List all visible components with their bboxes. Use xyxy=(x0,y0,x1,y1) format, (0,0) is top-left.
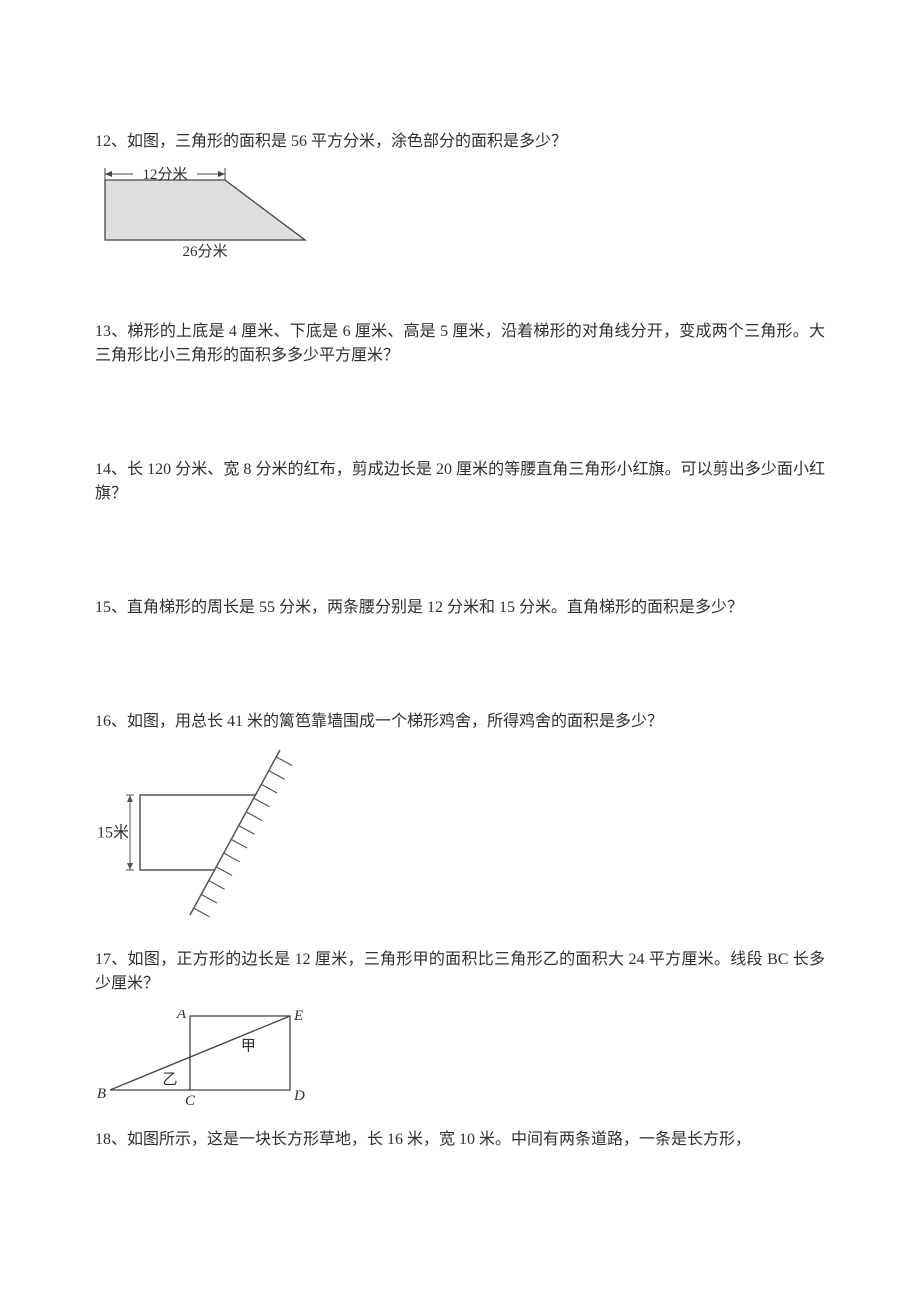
spacer xyxy=(95,300,825,320)
problem-16-text: 16、如图，用总长 41 米的篱笆靠墙围成一个梯形鸡舍，所得鸡舍的面积是多少？ xyxy=(95,710,825,734)
svg-text:B: B xyxy=(97,1086,106,1102)
problem-13-text: 13、梯形的上底是 4 厘米、下底是 6 厘米、高是 5 厘米，沿着梯形的对角线… xyxy=(95,320,825,368)
svg-text:26分米: 26分米 xyxy=(182,243,227,260)
problem-16-figure: 15米 xyxy=(95,740,825,930)
svg-text:A: A xyxy=(176,1010,187,1022)
coop-figure: 15米 xyxy=(95,740,295,930)
square-triangle-figure: A E D C B 甲乙 xyxy=(95,1010,305,1110)
spacer xyxy=(95,546,825,596)
problem-13: 13、梯形的上底是 4 厘米、下底是 6 厘米、高是 5 厘米，沿着梯形的对角线… xyxy=(95,320,825,368)
svg-text:乙: 乙 xyxy=(162,1072,177,1088)
svg-text:D: D xyxy=(293,1088,305,1104)
problem-14-text: 14、长 120 分米、宽 8 分米的红布，剪成边长是 20 厘米的等腰直角三角… xyxy=(95,458,825,506)
svg-text:C: C xyxy=(185,1093,196,1109)
problem-17: 17、如图，正方形的边长是 12 厘米，三角形甲的面积比三角形乙的面积大 24 … xyxy=(95,948,825,1110)
problem-18: 18、如图所示，这是一块长方形草地，长 16 米，宽 10 米。中间有两条道路，… xyxy=(95,1128,825,1152)
svg-text:12分米: 12分米 xyxy=(142,166,187,183)
svg-text:甲: 甲 xyxy=(241,1039,256,1055)
problem-17-text: 17、如图，正方形的边长是 12 厘米，三角形甲的面积比三角形乙的面积大 24 … xyxy=(95,948,825,996)
problem-14: 14、长 120 分米、宽 8 分米的红布，剪成边长是 20 厘米的等腰直角三角… xyxy=(95,458,825,506)
problem-16: 16、如图，用总长 41 米的篱笆靠墙围成一个梯形鸡舍，所得鸡舍的面积是多少？ … xyxy=(95,710,825,930)
svg-text:E: E xyxy=(293,1010,303,1024)
problem-15: 15、直角梯形的周长是 55 分米，两条腰分别是 12 分米和 15 分米。直角… xyxy=(95,596,825,620)
problem-12: 12、如图，三角形的面积是 56 平方分米，涂色部分的面积是多少？ 12分米 26… xyxy=(95,130,825,260)
problem-15-text: 15、直角梯形的周长是 55 分米，两条腰分别是 12 分米和 15 分米。直角… xyxy=(95,596,825,620)
problem-17-figure: A E D C B 甲乙 xyxy=(95,1010,825,1110)
trapezoid-figure: 12分米 26分米 xyxy=(95,160,320,260)
problem-12-figure: 12分米 26分米 xyxy=(95,160,825,260)
problem-18-text: 18、如图所示，这是一块长方形草地，长 16 米，宽 10 米。中间有两条道路，… xyxy=(95,1128,825,1152)
spacer xyxy=(95,408,825,458)
svg-text:15米: 15米 xyxy=(97,824,129,842)
spacer xyxy=(95,660,825,710)
problem-12-text: 12、如图，三角形的面积是 56 平方分米，涂色部分的面积是多少？ xyxy=(95,130,825,154)
